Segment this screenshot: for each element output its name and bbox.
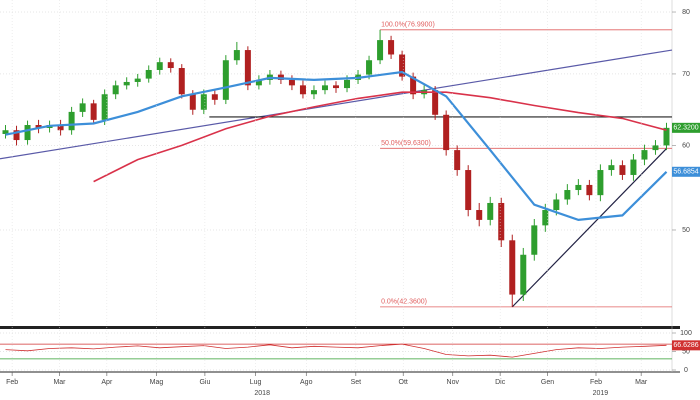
candle-body [222,60,229,100]
candle-body [432,90,439,115]
candle-body [619,165,626,175]
fib-label: 0.0%(42.3600) [381,299,427,306]
y-tick-label: 50 [682,348,690,355]
candle-body [410,76,417,95]
candle-body [498,202,505,241]
fib-label: 50.0%(59.6300) [381,140,431,147]
last-value-box [672,340,700,351]
candle-body [597,170,604,196]
candle-body [509,240,516,295]
candle-body [321,85,328,91]
rsi-line [5,343,667,358]
candle-body [454,150,461,171]
x-tick-label: Lug [250,379,262,386]
year-label: 2019 [593,390,609,397]
candle-body [134,78,141,82]
candle-body [189,94,196,110]
candle-body [366,60,373,75]
candle-body [277,74,284,80]
x-tick-label: Ago [300,379,313,386]
candle-body [156,62,163,70]
y-tick-label: 80 [682,9,690,16]
candle-body [288,79,295,86]
candle-body [101,94,108,120]
candle-body [333,85,339,89]
candle-body [68,111,75,131]
candle-body [200,94,207,110]
candle-body [167,62,174,69]
x-tick-label: Dic [495,379,506,386]
candle-body [35,125,42,128]
x-tick-label: Ott [399,379,408,386]
last-value-box [672,122,700,133]
candle-body [2,130,9,134]
x-tick-label: Mar [53,379,66,386]
x-tick-label: Mar [635,379,648,386]
trendline [511,148,667,308]
panel-separator [0,326,680,329]
candle-body [531,225,538,255]
candle-body [641,150,648,160]
y-tick-label: 70 [682,71,690,78]
moving-average [93,91,667,183]
candle-body [443,114,450,151]
candle-body [553,199,560,211]
candle-body [24,125,31,141]
x-tick-label: Feb [6,379,18,386]
candle-body [476,210,483,220]
candle-body [399,54,406,77]
candle-body [178,68,185,95]
candle-body [211,94,218,100]
x-tick-label: Mag [150,379,164,386]
last-value-label: 62.3200 [673,125,698,132]
last-value-label: 66.6286 [673,342,698,349]
last-value-box [672,166,700,177]
candle-body [112,85,119,95]
candle-body [388,40,395,55]
candle-body [377,40,384,61]
y-tick-label: 100 [680,330,692,337]
candle-body [608,165,615,171]
candle-body [487,202,494,220]
candle-body [586,184,593,196]
candle-body [244,50,251,86]
x-tick-label: Set [351,379,362,386]
candle-body [123,81,130,86]
candle-body [344,79,351,89]
x-tick-label: Gen [541,379,554,386]
moving-average [5,70,668,222]
candle-body [13,130,20,141]
candle-body [564,190,571,200]
candle-body [663,127,670,146]
candle-body [145,69,152,79]
candle-body [310,90,317,95]
candle-body [520,254,527,295]
y-tick-label: 0 [684,367,688,374]
x-tick-label: Nov [447,379,460,386]
trendline [0,49,673,160]
year-label: 2018 [254,390,270,397]
last-value-label: 56.6854 [673,169,698,176]
candle-body [630,159,637,175]
candle-body [465,170,472,211]
candle-body [90,103,97,120]
fib-label: 100.0%(76.9900) [381,22,435,29]
x-tick-label: Apr [101,379,113,386]
candle-body [57,125,64,131]
candle-body [255,79,262,86]
x-tick-label: Feb [590,379,602,386]
candle-body [299,85,306,95]
candle-body [79,103,86,112]
y-tick-label: 50 [682,227,690,234]
candle-body [542,210,549,226]
candle-body [575,184,582,191]
candle-body [233,50,240,61]
candle-body [652,145,659,151]
y-tick-label: 60 [682,142,690,149]
x-tick-label: Giu [199,379,210,386]
